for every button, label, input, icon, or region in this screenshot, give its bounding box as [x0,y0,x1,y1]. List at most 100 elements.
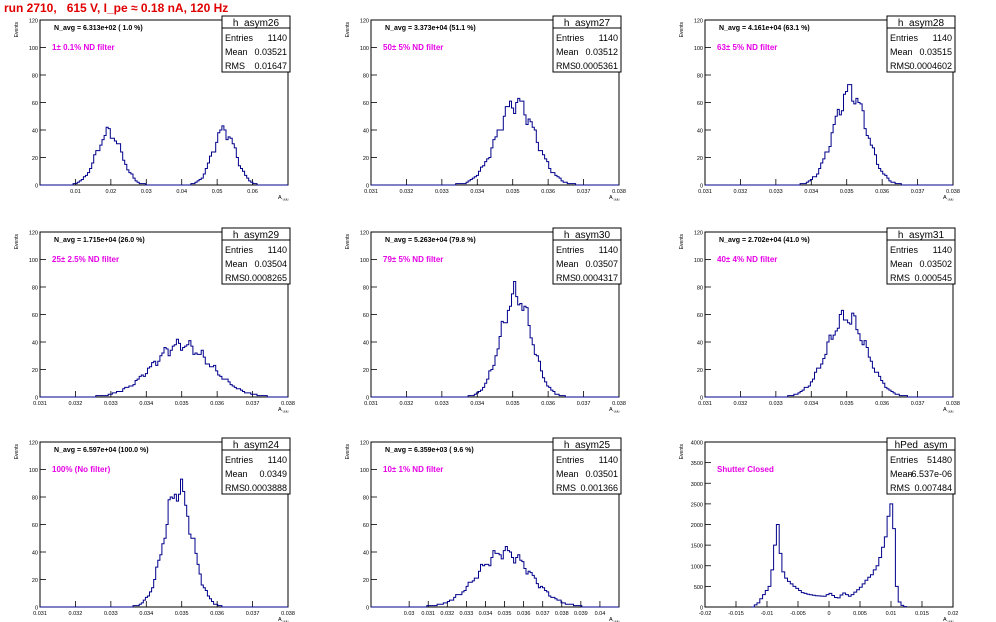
x-tick-label: 0.031 [33,611,47,617]
histogram-panel: 0 20 40 60 80 100 120 0.031 0.032 0.033 0.034 0.035… [679,15,960,202]
x-tick-label: 0.036 [517,611,531,617]
x-axis-label: A uuu [278,617,289,622]
y-tick-label: 0 [366,606,369,612]
stats-box-frame [221,437,291,495]
x-tick-label: 0.034 [139,611,153,617]
stats-value: 0.0005361 [575,61,618,71]
x-tick-label: 0.032 [734,401,748,407]
x-axis-label: A uuu [609,617,620,622]
stats-value: 0.007484 [914,483,952,493]
stats-key: Entries [890,33,919,43]
histogram-line [40,125,288,186]
histogram-panel: 0 20 40 60 80 100 120 0.031 0.032 0.033 0.034 0.035… [679,227,960,414]
x-tick-label: 0.034 [470,401,484,407]
y-tick-label: 100 [360,258,369,264]
x-tick-label: -0.02 [699,611,712,617]
y-tick-label: 20 [32,368,38,374]
filter-label: 63± 5% ND filter [717,43,777,52]
x-tick-label: 0.037 [911,401,925,407]
y-tick-label: 100 [694,46,703,52]
stats-box-frame [886,437,956,495]
stats-value: 0.03507 [585,259,618,269]
x-tick-label: -0.015 [728,611,744,617]
y-axis-label: Events [345,444,351,460]
filter-label: 1± 0.1% ND filter [52,43,115,52]
y-tick-label: 80 [697,286,703,292]
histogram-panel: 0 20 40 60 80 100 120 0.031 0.032 0.033 0.034 0.035… [14,437,295,622]
stats-value: 1140 [933,245,952,255]
stats-box: h_asym24 Entries 1140 Mean 0.0349 RMS 0.000388… [221,437,291,495]
stats-box-frame [886,15,956,73]
histogram-name: h_asym27 [564,18,611,29]
stats-key: Mean [890,47,913,57]
y-tick-label: 20 [363,578,369,584]
y-tick-label: 20 [363,368,369,374]
y-tick-label: 60 [32,523,38,529]
y-tick-label: 2500 [691,502,703,508]
histogram-panel: 0 500 1000 1500 2000 2500 3000 3500 4000 -0.02 -0.… [679,437,958,622]
stats-value: 1140 [599,33,618,43]
histogram-name: h_asym25 [564,440,611,451]
x-tick-label: 0.037 [246,611,260,617]
stats-value: 0.03502 [919,259,952,269]
y-tick-label: 100 [29,46,38,52]
y-tick-label: 120 [29,231,38,237]
stats-key: Mean [556,259,579,269]
x-tick-label: 0.031 [364,401,378,407]
x-tick-label: 0.034 [139,401,153,407]
histogram-panel: 0 20 40 60 80 100 120 0.01 0.02 0.03 0.04 0.05 0.06 E… [14,15,291,202]
x-axis-label: A uuu [943,617,954,622]
y-tick-label: 0 [700,606,703,612]
y-tick-label: 0 [35,606,38,612]
stats-key: RMS [556,273,576,283]
y-tick-label: 120 [29,441,38,447]
stats-value: 0.000545 [914,273,952,283]
x-tick-label: 0.032 [69,401,83,407]
stats-box: h_asym28 Entries 1140 Mean 0.03515 RMS 0.00046… [886,15,956,73]
x-axis-label: A uuu [278,195,289,202]
x-axis-label: A uuu [943,195,954,202]
x-tick-label: 0.01 [70,189,81,195]
stats-value: 0.0004317 [575,273,618,283]
x-tick-label: 0.037 [577,401,591,407]
x-tick-label: -0.005 [790,611,806,617]
y-tick-label: 40 [32,341,38,347]
stats-value: 51480 [927,455,952,465]
x-tick-label: 0.036 [541,401,555,407]
y-tick-label: 120 [360,441,369,447]
navg-label: N_avg = 3.373e+04 (51.1 %) [385,25,476,32]
stats-box: h_asym30 Entries 1140 Mean 0.03507 RMS 0.00043… [552,227,622,285]
y-tick-label: 2000 [691,523,703,529]
x-tick-label: 0.03 [404,611,415,617]
x-tick-label: 0.005 [853,611,867,617]
x-tick-label: -0.01 [761,611,774,617]
x-tick-label: 0.033 [104,611,118,617]
y-axis-label: Events [14,234,20,250]
stats-box-frame [552,227,622,285]
stats-value: 0.001366 [580,483,618,493]
x-tick-label: 0.035 [840,401,854,407]
filter-label: 10± 1% ND filter [383,465,443,474]
histogram-name: hPed_asym [895,440,948,451]
stats-value: 0.03512 [585,47,618,57]
y-tick-label: 60 [363,523,369,529]
stats-key: Entries [556,245,585,255]
x-tick-label: 0.039 [574,611,588,617]
x-tick-label: 0.037 [246,401,260,407]
stats-key: RMS [890,273,910,283]
stats-value: 0.0004602 [909,61,952,71]
y-tick-label: 100 [29,258,38,264]
x-tick-label: 0.035 [506,401,520,407]
y-tick-label: 60 [697,101,703,107]
stats-box: hPed_asym Entries 51480 Mean-6.537e-06 RMS 0.… [886,437,956,495]
y-tick-label: 3000 [691,482,703,488]
y-tick-label: 60 [363,101,369,107]
x-tick-label: 0.035 [175,401,189,407]
x-tick-label: 0 [827,611,830,617]
y-tick-label: 20 [32,578,38,584]
x-tick-label: 0.038 [946,189,960,195]
histogram-line [751,503,907,608]
x-tick-label: 0.031 [698,189,712,195]
x-tick-label: 0.032 [400,401,414,407]
navg-label: N_avg = 6.359e+03 ( 9.6 %) [385,447,474,454]
